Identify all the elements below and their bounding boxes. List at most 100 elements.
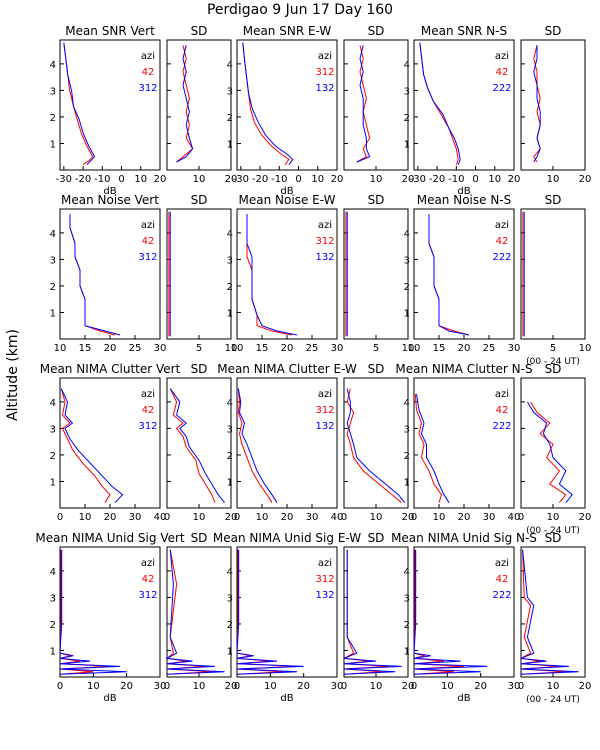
sd-series-red	[530, 401, 567, 504]
y-tick-label: 1	[404, 646, 410, 657]
sd-x-tick-label: 10	[402, 343, 415, 354]
sd-x-tick-label: 20	[579, 681, 592, 692]
sd-x-tick-label: 20	[225, 681, 238, 692]
mean-x-tick-label: 30	[508, 343, 521, 354]
legend-entry-red: 42	[496, 236, 509, 247]
legend-entry-blue: 132	[315, 590, 334, 601]
mean-x-tick-label: 10	[441, 681, 454, 692]
mean-x-tick-label: 0	[234, 681, 240, 692]
sd-frame	[166, 546, 232, 678]
mean-x-tick-label: 15	[79, 343, 92, 354]
legend-entry-red: 42	[142, 236, 155, 247]
legend-header: azi	[141, 51, 155, 62]
sd-series-red	[169, 388, 216, 503]
legend-entry-red: 42	[496, 67, 509, 78]
legend-entry-red: 42	[142, 67, 155, 78]
legend-entry-red: 42	[142, 574, 155, 585]
y-tick-label: 3	[404, 424, 410, 435]
legend-entry-red: 312	[315, 67, 334, 78]
legend-header: azi	[141, 558, 155, 569]
y-tick-label: 2	[404, 282, 410, 293]
mean-series-red	[59, 549, 111, 675]
mean-series-blue	[413, 549, 488, 675]
sd-x-tick-label: 10	[370, 512, 383, 523]
sd-panel-title: SD	[191, 531, 208, 545]
sd-series-blue	[533, 45, 541, 163]
sd-x-tick-label: 10	[370, 174, 383, 185]
sd-panel-title: SD	[368, 531, 385, 545]
mean-x-tick-label: 30	[331, 681, 344, 692]
mean-series-blue	[242, 42, 294, 165]
mean-x-tick-label: -20	[252, 174, 268, 185]
mean-x-tick-label: 20	[458, 512, 471, 523]
mean-frame	[236, 546, 338, 678]
mean-series-red	[69, 214, 116, 336]
mean-x-tick-label: 40	[508, 512, 521, 523]
sd-panel-title: SD	[368, 193, 385, 207]
legend-entry-red: 312	[315, 405, 334, 416]
mean-x-tick-label: -30	[233, 174, 249, 185]
y-tick-label: 1	[227, 477, 233, 488]
mean-panel-title: Mean SNR Vert	[65, 24, 155, 38]
time-range-note: (00 - 24 UT)	[526, 695, 580, 705]
y-tick-label: 1	[404, 477, 410, 488]
y-tick-label: 2	[227, 113, 233, 124]
sd-series-red	[346, 388, 402, 504]
sd-series-blue	[176, 45, 194, 163]
mean-panel-title: Mean NIMA Clutter N-S	[395, 362, 532, 376]
mean-x-tick-label: -10	[94, 174, 110, 185]
y-tick-label: 2	[227, 282, 233, 293]
legend-header: azi	[318, 389, 332, 400]
sd-x-tick-label: 20	[225, 512, 238, 523]
sd-series-blue	[169, 388, 225, 504]
sd-x-tick-label: 10	[547, 512, 560, 523]
mean-x-tick-label: 20	[474, 681, 487, 692]
y-tick-label: 3	[404, 593, 410, 604]
mean-x-tick-label: 25	[129, 343, 142, 354]
mean-x-tick-label: 25	[483, 343, 496, 354]
legend-header: azi	[495, 220, 509, 231]
y-tick-label: 3	[404, 255, 410, 266]
y-tick-label: 4	[227, 567, 233, 578]
y-tick-label: 2	[50, 113, 56, 124]
y-tick-label: 1	[50, 139, 56, 150]
mean-panel-title: Mean SNR N-S	[421, 24, 507, 38]
mean-x-tick-label: 10	[231, 343, 244, 354]
y-tick-label: 2	[404, 451, 410, 462]
x-axis-label: dB	[280, 693, 293, 704]
mean-series-blue	[246, 214, 298, 336]
mean-panel-title: Mean Noise Vert	[61, 193, 159, 207]
sd-x-tick-label: 20	[402, 681, 415, 692]
mean-series-blue	[63, 42, 96, 166]
mean-panel-title: Mean NIMA Clutter Vert	[40, 362, 181, 376]
sd-panel-title: SD	[191, 193, 208, 207]
mean-x-tick-label: 10	[264, 681, 277, 692]
mean-series-blue	[69, 214, 121, 336]
mean-series-red	[414, 393, 443, 503]
y-tick-label: 2	[404, 113, 410, 124]
sd-series-blue	[165, 549, 225, 675]
sd-panel-title: SD	[368, 24, 385, 38]
sd-x-tick-label: 0	[164, 512, 170, 523]
sd-panel-title: SD	[545, 362, 562, 376]
x-axis-label: dB	[280, 186, 293, 197]
sd-x-tick-label: 10	[370, 681, 383, 692]
mean-series-red	[242, 42, 290, 165]
mean-series-red	[413, 549, 465, 675]
legend-entry-blue: 312	[138, 421, 157, 432]
y-tick-label: 1	[227, 139, 233, 150]
sd-x-tick-label: 20	[402, 174, 415, 185]
sd-panel-title: SD	[368, 362, 385, 376]
y-tick-label: 4	[50, 229, 56, 240]
mean-x-tick-label: 20	[104, 343, 117, 354]
mean-x-tick-label: 10	[311, 174, 324, 185]
mean-frame	[59, 546, 161, 678]
y-tick-label: 4	[227, 60, 233, 71]
mean-x-tick-label: 0	[295, 174, 301, 185]
mean-x-tick-label: 40	[154, 512, 167, 523]
